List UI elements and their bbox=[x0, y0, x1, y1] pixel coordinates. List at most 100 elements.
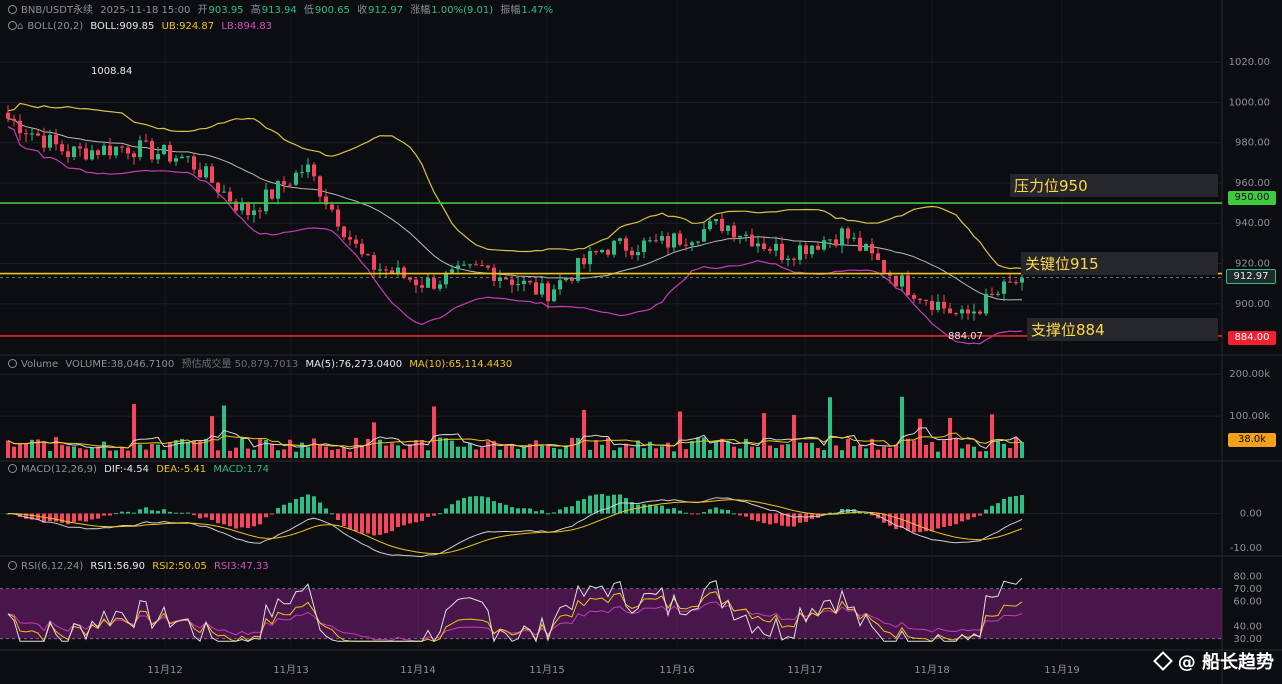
candle-body bbox=[192, 156, 196, 170]
key-level-label: 关键位915 bbox=[1021, 252, 1218, 275]
candle-body bbox=[696, 241, 700, 243]
volume-bar bbox=[768, 445, 772, 458]
volume-tick-label: 200.00k bbox=[1229, 369, 1270, 380]
price-tick-label: 920.00 bbox=[1235, 258, 1270, 269]
macd-histogram-bar bbox=[258, 513, 262, 525]
macd-histogram-bar bbox=[48, 513, 52, 522]
candle-body bbox=[618, 238, 622, 241]
candle-body bbox=[150, 141, 154, 160]
macd-histogram-bar bbox=[72, 513, 76, 523]
eye-icon[interactable] bbox=[8, 359, 17, 368]
macd-histogram-bar bbox=[570, 506, 574, 514]
boll-lower-line bbox=[7, 126, 1023, 345]
macd-histogram-bar bbox=[198, 513, 202, 519]
volume-bar bbox=[870, 438, 874, 458]
rsi-tick-label: 40.00 bbox=[1233, 621, 1262, 632]
volume-bar bbox=[504, 444, 508, 458]
candle-body bbox=[342, 226, 346, 238]
bell-icon[interactable]: ⌂ bbox=[17, 21, 24, 32]
macd-histogram-bar bbox=[450, 504, 454, 514]
candle-body bbox=[828, 239, 832, 241]
candle-body bbox=[444, 272, 448, 285]
volume-bar bbox=[276, 450, 280, 458]
candle-body bbox=[840, 228, 844, 246]
eye-icon[interactable] bbox=[8, 21, 17, 30]
volume-bar bbox=[42, 441, 46, 458]
volume-bar bbox=[930, 442, 934, 458]
candle-body bbox=[684, 244, 688, 246]
volume-bar bbox=[282, 449, 286, 458]
rsi3: RSI3:47.33 bbox=[214, 561, 269, 572]
period-high-label: 1008.84 bbox=[91, 66, 133, 77]
candle-body bbox=[78, 146, 82, 149]
candle-body bbox=[198, 169, 202, 178]
candle-body bbox=[360, 243, 364, 255]
volume-bar bbox=[498, 449, 502, 458]
macd-histogram-bar bbox=[414, 513, 418, 523]
macd-histogram-bar bbox=[984, 509, 988, 514]
eye-icon[interactable] bbox=[8, 464, 17, 473]
rsi-header: RSI(6,12,24) RSI1:56.90 RSI2:50.05 RSI3:… bbox=[8, 561, 273, 573]
macd-histogram-bar bbox=[888, 513, 892, 526]
macd-histogram-bar bbox=[312, 496, 316, 514]
volume-bar bbox=[996, 441, 1000, 458]
macd-histogram-bar bbox=[156, 510, 160, 514]
volume-bar bbox=[168, 442, 172, 458]
eye-icon[interactable] bbox=[8, 5, 17, 14]
volume-bar bbox=[270, 443, 274, 458]
volume-bar bbox=[366, 438, 370, 458]
candle-body bbox=[762, 243, 766, 250]
volume-bar bbox=[36, 439, 40, 458]
macd-histogram-bar bbox=[354, 513, 358, 532]
macd-histogram-bar bbox=[648, 504, 652, 514]
volume-bar bbox=[228, 450, 232, 458]
macd-histogram-bar bbox=[798, 513, 802, 523]
macd-histogram-bar bbox=[942, 513, 946, 527]
price-tick-label: 1000.00 bbox=[1229, 97, 1270, 108]
candle-body bbox=[162, 144, 166, 155]
eye-icon[interactable] bbox=[8, 561, 17, 570]
candle-body bbox=[660, 236, 664, 241]
macd-histogram-bar bbox=[384, 513, 388, 534]
candle-body bbox=[966, 309, 970, 314]
macd-histogram-bar bbox=[1020, 495, 1024, 514]
macd-histogram-bar bbox=[792, 513, 796, 527]
macd-histogram-bar bbox=[420, 513, 424, 521]
volume-bar bbox=[942, 440, 946, 458]
candle-body bbox=[108, 145, 112, 156]
candle-body bbox=[924, 299, 928, 301]
volume-bar bbox=[624, 443, 628, 458]
macd-histogram-bar bbox=[774, 513, 778, 524]
volume-bar bbox=[204, 438, 208, 458]
macd-histogram-bar bbox=[276, 507, 280, 514]
macd-histogram-bar bbox=[594, 494, 598, 514]
volume-bar bbox=[642, 448, 646, 458]
current-price-tag: 912.97 bbox=[1226, 269, 1276, 284]
macd-histogram-bar bbox=[852, 509, 856, 514]
candle-body bbox=[138, 140, 142, 158]
macd-histogram-bar bbox=[342, 513, 346, 526]
volume-bar bbox=[426, 450, 430, 458]
candle-body bbox=[960, 309, 964, 314]
candle-body bbox=[546, 283, 550, 302]
volume-bar bbox=[408, 444, 412, 458]
volume-bar bbox=[534, 440, 538, 458]
candle-body bbox=[396, 267, 400, 274]
macd-histogram-bar bbox=[540, 510, 544, 514]
candle-body bbox=[654, 240, 658, 242]
candle-body bbox=[720, 218, 724, 231]
volume-bar bbox=[780, 444, 784, 458]
macd-histogram-bar bbox=[918, 513, 922, 533]
macd-histogram-bar bbox=[288, 502, 292, 514]
volume-bar bbox=[846, 438, 850, 458]
macd-histogram-bar bbox=[42, 513, 46, 523]
diamond-logo-icon bbox=[1152, 651, 1173, 671]
macd-histogram-bar bbox=[558, 509, 562, 514]
volume-bar bbox=[984, 451, 988, 458]
macd-dea: DEA:-5.41 bbox=[156, 464, 207, 475]
volume-bar bbox=[438, 437, 442, 458]
low-label: 低 bbox=[303, 5, 314, 16]
candle-body bbox=[174, 158, 178, 162]
candle-body bbox=[900, 275, 904, 287]
